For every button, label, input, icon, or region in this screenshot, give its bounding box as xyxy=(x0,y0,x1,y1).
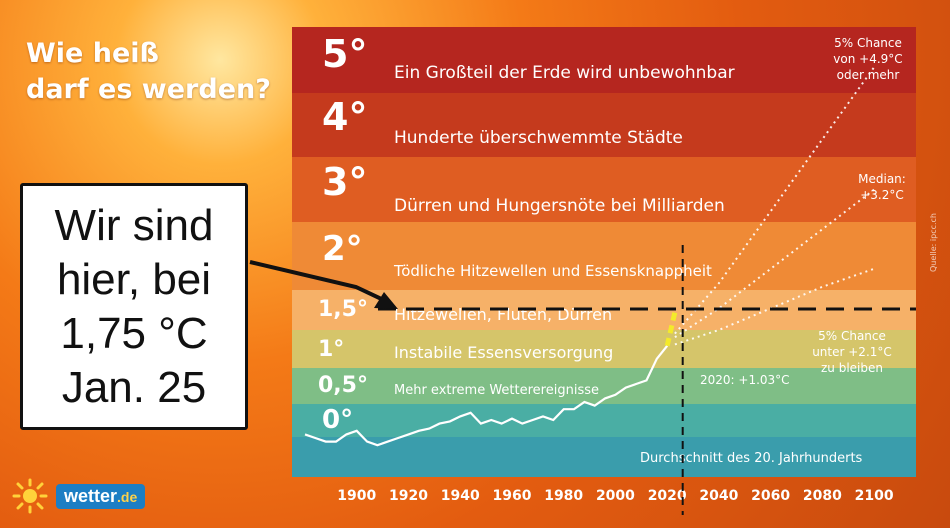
band-1 xyxy=(292,93,916,157)
band-description: Ein Großteil der Erde wird unbewohnbar xyxy=(394,63,735,83)
source-label: Quelle: ipcc.ch xyxy=(929,213,938,272)
x-tick-label: 2020 xyxy=(648,488,687,504)
annotation-2020: 2020: +1.03°C xyxy=(700,373,790,387)
annotation-top-right: oder mehr xyxy=(837,68,900,82)
x-tick-label: 1900 xyxy=(337,488,376,504)
annotation-top-right: 5% Chance xyxy=(834,36,902,50)
x-tick-label: 1980 xyxy=(544,488,583,504)
logo: wetter.de xyxy=(10,478,146,514)
band-description: Instabile Essensversorgung xyxy=(394,343,613,362)
annotation-bottom-right: 5% Chance xyxy=(818,329,886,343)
series-line-historical xyxy=(304,345,669,447)
x-tick-label: 1940 xyxy=(441,488,480,504)
band-0 xyxy=(292,27,916,93)
logo-name: wetter xyxy=(64,485,118,506)
band-description: Tödliche Hitzewellen und Essensknappheit xyxy=(393,262,712,280)
title-line-2: darf es werden? xyxy=(26,74,271,105)
current-warming-segment xyxy=(664,311,678,347)
annotation-bottom-right: zu bleiben xyxy=(821,361,883,375)
band-label: 5° xyxy=(322,32,367,76)
callout-line: Wir sind xyxy=(54,200,214,250)
x-tick-label: 1920 xyxy=(389,488,428,504)
band-label: 0,5° xyxy=(318,373,368,398)
callout-line: hier, bei xyxy=(56,254,212,304)
page-title: Wie heiß darf es werden? xyxy=(26,36,286,108)
x-tick-label: 2080 xyxy=(803,488,842,504)
band-label: 3° xyxy=(322,160,367,204)
annotation-median: Median: xyxy=(858,172,906,186)
annotation-median: +3.2°C xyxy=(860,188,904,202)
band-description: Dürren und Hungersnöte bei Milliarden xyxy=(394,196,725,216)
sun-icon xyxy=(12,478,48,514)
band-description: Mehr extreme Wetterereignisse xyxy=(394,383,599,398)
band-3 xyxy=(292,222,916,290)
band-label: 0° xyxy=(322,405,353,435)
callout-arrow-line xyxy=(249,260,391,305)
band-2 xyxy=(292,157,916,222)
logo-text: wetter.de xyxy=(56,483,146,509)
band-label: 1,5° xyxy=(318,297,368,322)
x-tick-label: 2060 xyxy=(751,488,790,504)
annotation-top-right: von +4.9°C xyxy=(833,52,902,66)
title-line-1: Wie heiß xyxy=(26,38,159,69)
logo-suffix: .de xyxy=(117,488,138,505)
band-description: Hunderte überschwemmte Städte xyxy=(394,128,683,148)
band-label: 1° xyxy=(318,337,344,362)
x-tick-label: 1960 xyxy=(492,488,531,504)
band-label: 2° xyxy=(322,229,363,269)
band-label: 4° xyxy=(322,95,367,139)
x-tick-label: 2100 xyxy=(855,488,894,504)
x-tick-label: 2000 xyxy=(596,488,635,504)
callout-line: 1,75 °C xyxy=(60,308,208,358)
callout-box: Wir sind hier, bei 1,75 °C Jan. 25 xyxy=(20,183,248,430)
x-tick-label: 2040 xyxy=(699,488,738,504)
band-5 xyxy=(292,330,916,368)
callout-line: Jan. 25 xyxy=(61,362,207,412)
band-7 xyxy=(292,404,916,437)
callout-arrow-head xyxy=(374,292,398,309)
series-line-scenario-median xyxy=(674,188,875,339)
band-8 xyxy=(292,437,916,477)
annotation-bottom-right: unter +2.1°C xyxy=(812,345,892,359)
band-description: Durchschnitt des 20. Jahrhunderts xyxy=(640,451,863,466)
